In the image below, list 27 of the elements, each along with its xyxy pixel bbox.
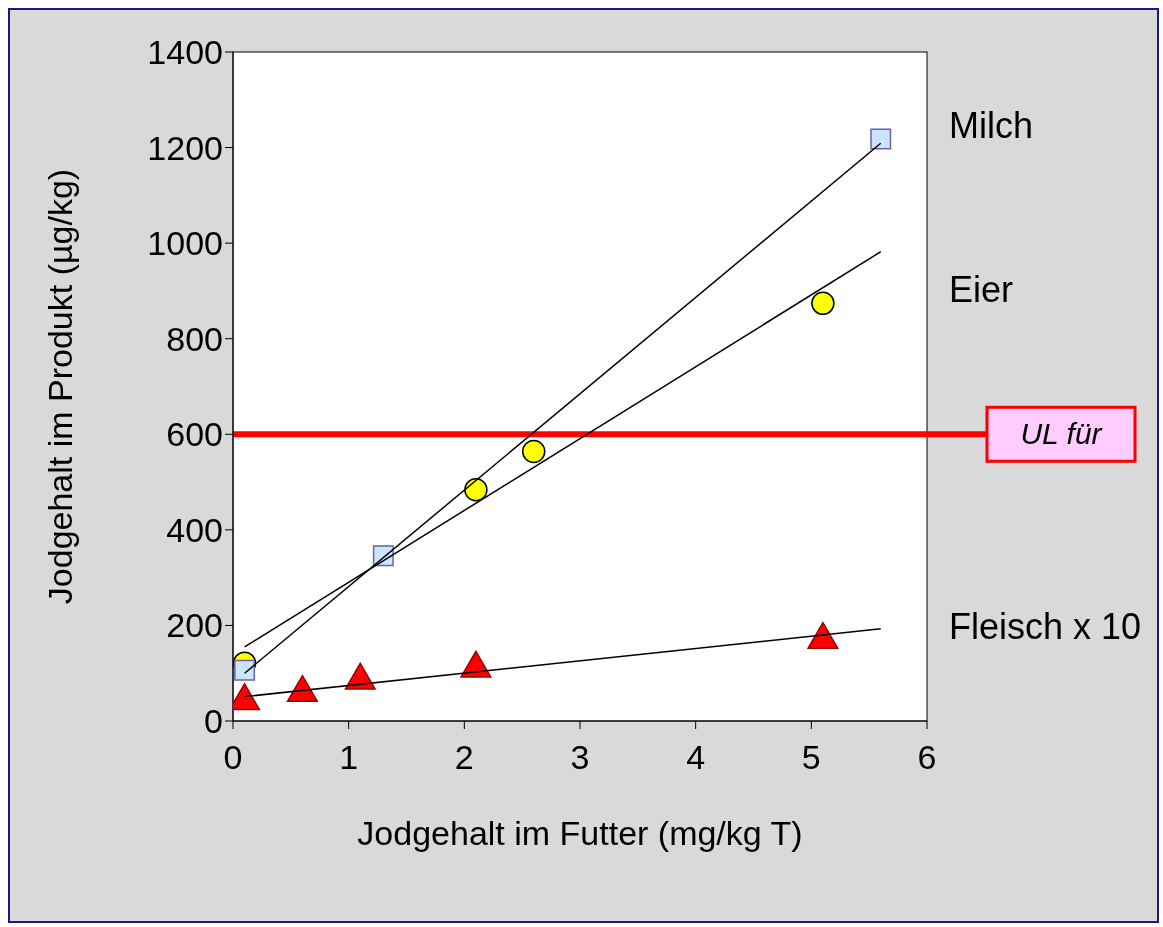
point <box>870 128 892 150</box>
x-tick-label: 6 <box>917 738 937 777</box>
y-tick-label: 600 <box>166 415 223 454</box>
text: Fleisch x 10 <box>949 605 1142 647</box>
text: Eier <box>949 269 1014 311</box>
point <box>807 621 839 650</box>
y-tick-label: 1200 <box>147 128 223 167</box>
y-tick-label: 800 <box>166 319 223 358</box>
y-axis-title: Jodgehalt im Produkt (µg/kg) <box>41 168 80 605</box>
x-tick-label: 2 <box>454 738 474 777</box>
y-tick-label: 200 <box>166 606 223 645</box>
ref-line-label: UL für <box>1020 417 1103 451</box>
point <box>464 477 488 502</box>
x-axis-title: Jodgehalt im Futter (mg/kg T) <box>357 814 803 853</box>
point <box>344 662 376 690</box>
y-tick-label: 0 <box>204 702 223 741</box>
point <box>460 650 492 678</box>
y-tick-label: 1000 <box>147 224 223 263</box>
y-tick-label: 400 <box>166 510 223 549</box>
x-tick-label: 5 <box>801 738 821 777</box>
point <box>811 291 835 316</box>
series-label: Milch <box>949 104 1034 146</box>
x-tick-label: 4 <box>686 738 706 777</box>
x-tick-label: 1 <box>339 738 359 777</box>
x-tick-label: 3 <box>570 738 590 777</box>
point <box>521 439 546 464</box>
y-tick-label: 1400 <box>147 33 223 72</box>
